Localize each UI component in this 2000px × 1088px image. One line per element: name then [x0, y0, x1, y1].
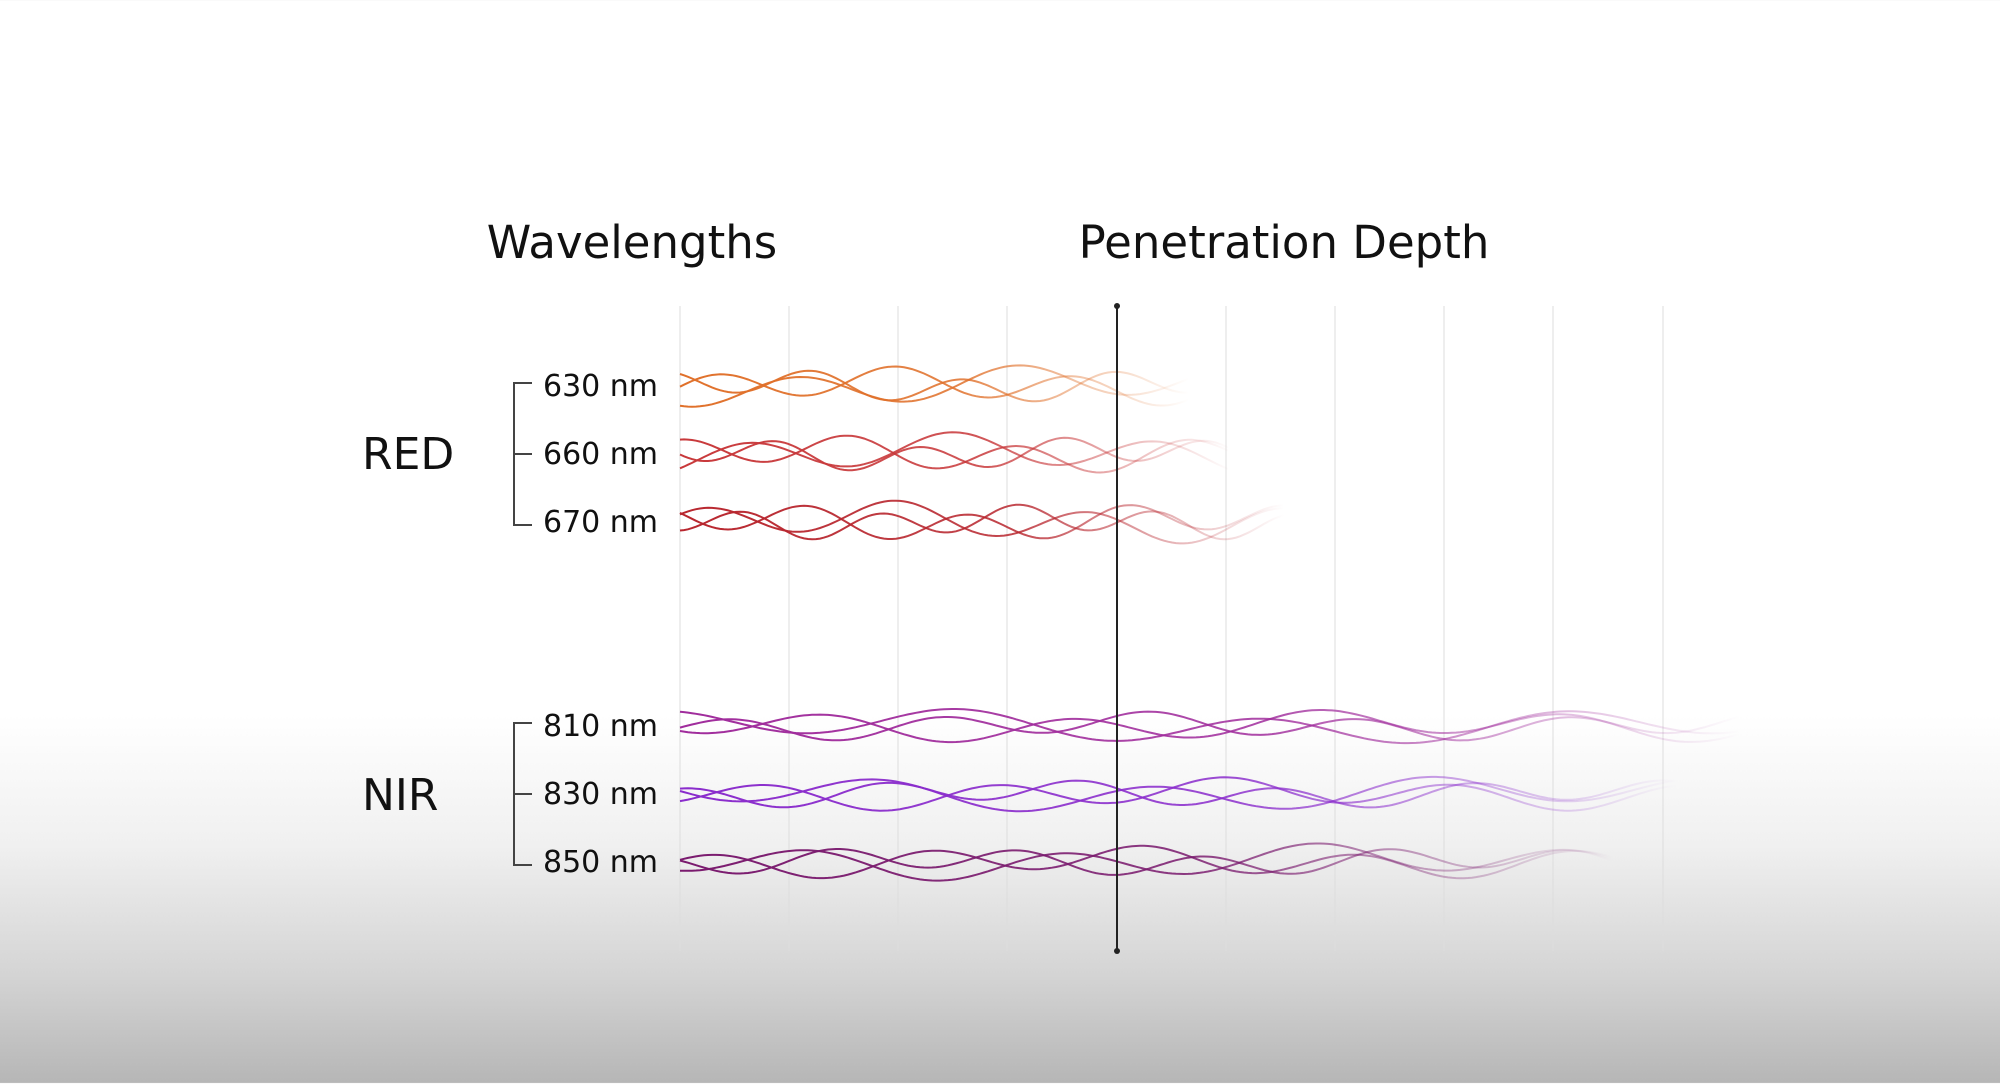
wave-line	[679, 779, 1677, 809]
wave-bundle-850nm	[679, 842, 1613, 882]
wave-bundle-810nm	[679, 708, 1741, 745]
wave-bundle-630nm	[679, 364, 1189, 408]
group-label-red: RED	[362, 429, 454, 480]
wave-bundle-830nm	[679, 775, 1677, 813]
wave-line	[679, 844, 1613, 880]
bracket-red	[513, 382, 532, 526]
depth-axis-bottom-dot	[1114, 948, 1120, 954]
wave-line	[679, 842, 1613, 882]
wave-line	[679, 369, 1189, 403]
band-label-660nm: 660 nm	[543, 437, 658, 472]
band-label-810nm: 810 nm	[543, 709, 658, 744]
wave-line	[679, 503, 1285, 541]
wave-line	[679, 364, 1189, 408]
group-label-nir: NIR	[362, 770, 438, 821]
bracket-nir	[513, 722, 532, 866]
wave-bundles	[679, 364, 1741, 882]
wave-bundle-670nm	[679, 499, 1285, 545]
wave-line	[679, 709, 1741, 744]
wave-line	[679, 776, 1677, 812]
band-label-850nm: 850 nm	[543, 845, 658, 880]
wave-line	[679, 710, 1741, 742]
wave-line	[679, 499, 1285, 545]
wave-line	[679, 431, 1229, 470]
band-label-630nm: 630 nm	[543, 369, 658, 404]
wave-line	[679, 848, 1613, 876]
wave-line	[679, 436, 1229, 472]
wave-line	[679, 504, 1285, 540]
wave-line	[679, 775, 1677, 813]
depth-axis-top-dot	[1114, 303, 1120, 309]
band-label-830nm: 830 nm	[543, 777, 658, 812]
wave-bundle-660nm	[679, 431, 1229, 474]
grid-lines	[679, 306, 1664, 951]
band-labels: RED 630 nm 660 nm 670 nm NIR 810 nm 830 nm 850 …	[362, 369, 658, 880]
wavelengths-title: Wavelengths	[487, 216, 777, 269]
band-label-670nm: 670 nm	[543, 505, 658, 540]
penetration-depth-title: Penetration Depth	[1079, 216, 1490, 269]
